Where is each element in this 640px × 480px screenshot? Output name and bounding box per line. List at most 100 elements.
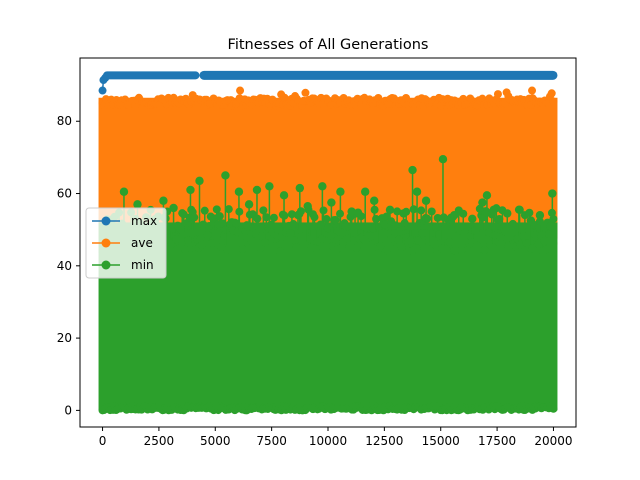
min-point — [457, 245, 466, 254]
legend-label-max: max — [131, 214, 157, 228]
min-point — [331, 215, 340, 224]
min-point — [292, 243, 301, 252]
legend-label-ave: ave — [131, 236, 153, 250]
plot-area — [98, 70, 558, 415]
ave-point — [493, 90, 502, 99]
min-point — [289, 220, 298, 229]
y-tick-label-4: 80 — [57, 114, 72, 128]
min-spike-point — [295, 183, 305, 193]
min-point — [427, 207, 436, 216]
min-point — [342, 222, 351, 231]
min-spike-point — [478, 198, 487, 207]
min-spike-point — [526, 216, 536, 225]
min-point — [384, 247, 393, 256]
min-point — [223, 245, 232, 254]
min-point — [451, 246, 460, 255]
min-point — [251, 229, 260, 238]
x-tick-label-5: 12500 — [365, 434, 403, 448]
min-point — [181, 245, 190, 254]
min-spike-point — [195, 176, 204, 186]
min-point — [319, 206, 328, 215]
min-point — [286, 229, 295, 238]
series-ave — [98, 86, 558, 250]
min-spike-point — [438, 154, 448, 164]
min-point — [516, 240, 525, 249]
min-spike-point — [318, 182, 327, 191]
min-spike-point — [279, 191, 289, 200]
min-point — [200, 206, 209, 215]
min-spike-point — [169, 203, 178, 213]
min-point — [409, 205, 418, 214]
min-point — [480, 245, 489, 254]
min-point — [217, 243, 226, 252]
max-band-plateau — [199, 70, 558, 80]
series-min — [98, 154, 558, 415]
min-spike-point — [234, 187, 244, 196]
min-point — [504, 242, 513, 251]
min-spike-point — [252, 185, 262, 195]
min-point — [519, 231, 528, 240]
min-spike-point — [535, 211, 545, 220]
min-spike-point — [370, 196, 379, 205]
ave-point — [236, 86, 245, 95]
legend-marker-ave — [101, 238, 111, 248]
ave-point — [301, 88, 310, 97]
min-point — [418, 229, 427, 238]
x-tick-label-8: 20000 — [534, 434, 572, 448]
min-spike-point — [385, 205, 395, 214]
min-point — [259, 206, 268, 215]
min-point — [423, 214, 432, 223]
y-tick-label-2: 40 — [57, 259, 72, 273]
min-spike-point — [450, 211, 459, 220]
min-band — [98, 222, 558, 411]
ave-point — [549, 97, 558, 106]
x-tick-label-3: 7500 — [256, 434, 287, 448]
min-spike-point — [412, 187, 422, 196]
min-point — [357, 212, 366, 221]
min-spike-point — [482, 191, 492, 200]
min-point — [474, 245, 483, 254]
min-point — [397, 242, 406, 251]
min-point — [489, 243, 498, 252]
ave-point — [547, 89, 556, 98]
min-point — [496, 233, 505, 242]
legend-label-min: min — [131, 258, 154, 272]
legend-marker-max — [101, 216, 111, 226]
min-point — [544, 230, 553, 239]
min-point — [310, 213, 319, 222]
min-point — [507, 229, 516, 238]
x-tick-label-6: 15000 — [422, 434, 460, 448]
min-point — [287, 210, 296, 219]
min-point — [540, 236, 549, 245]
min-spike-point — [347, 207, 356, 216]
min-spike-point — [421, 196, 431, 205]
min-spike-point — [265, 182, 274, 191]
min-point — [257, 232, 266, 241]
min-spike-point — [119, 187, 129, 196]
min-point — [224, 205, 233, 214]
min-point — [490, 231, 499, 240]
min-spike-point — [159, 196, 168, 205]
min-point — [426, 245, 435, 254]
max-band-early — [103, 71, 200, 80]
min-point — [215, 212, 224, 221]
min-point — [400, 219, 409, 228]
min-point — [275, 247, 284, 256]
min-point — [433, 213, 442, 222]
min-point — [417, 206, 426, 215]
x-tick-label-1: 2500 — [144, 434, 175, 448]
min-point — [256, 244, 265, 253]
min-spike-point — [468, 214, 477, 224]
x-axis: 0 2500 5000 7500 10000 12500 15000 17500 20000 — [99, 427, 573, 448]
min-point — [190, 213, 199, 222]
min-spike-point — [221, 171, 230, 180]
legend: max ave min — [85, 207, 167, 279]
min-point — [495, 215, 504, 224]
min-point — [390, 245, 399, 254]
min-spike-point — [399, 209, 408, 218]
y-tick-label-0: 0 — [64, 403, 72, 417]
min-spike-point — [186, 185, 195, 195]
min-point — [442, 246, 451, 255]
min-point — [549, 214, 558, 223]
min-point — [322, 215, 331, 224]
